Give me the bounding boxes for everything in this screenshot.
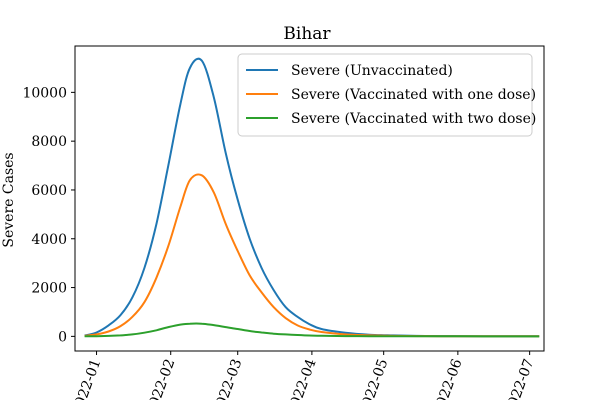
series-lines [84,57,540,338]
plot-frame [74,45,545,352]
x-tick-label: 2022-03 [211,357,246,400]
x-tick-label: 2022-04 [285,357,320,400]
series-line [84,322,540,338]
y-tick-label: 6000 [31,183,67,199]
legend-box [237,53,533,137]
chart-title: Bihar [283,24,331,44]
legend-label: Severe (Unvaccinated) [291,63,453,79]
legend-label: Severe (Vaccinated with two dose) [291,111,536,127]
x-axis-ticks: 2022-01 2022-02 2022-03 2022-04 2022-05 2022-… [69,351,537,400]
x-tick-label: 2022-05 [357,357,392,400]
y-tick-label: 8000 [31,134,67,150]
y-tick-label: 2000 [31,281,67,297]
x-tick-label: 2022-02 [144,357,179,400]
x-tick-label: 2022-06 [431,357,466,400]
x-tick-label: 2022-01 [69,357,104,400]
legend: Severe (Unvaccinated) Severe (Vaccinated … [237,53,536,137]
series-line [84,173,540,338]
y-tick-label: 0 [58,329,67,345]
legend-label: Severe (Vaccinated with one dose) [291,87,536,103]
y-tick-label: 10000 [22,85,67,101]
x-tick-label: 2022-07 [502,357,537,400]
y-axis-label: Severe Cases [1,152,17,247]
y-tick-label: 4000 [31,232,67,248]
y-axis-ticks: 0 2000 4000 6000 8000 10000 [22,85,75,345]
